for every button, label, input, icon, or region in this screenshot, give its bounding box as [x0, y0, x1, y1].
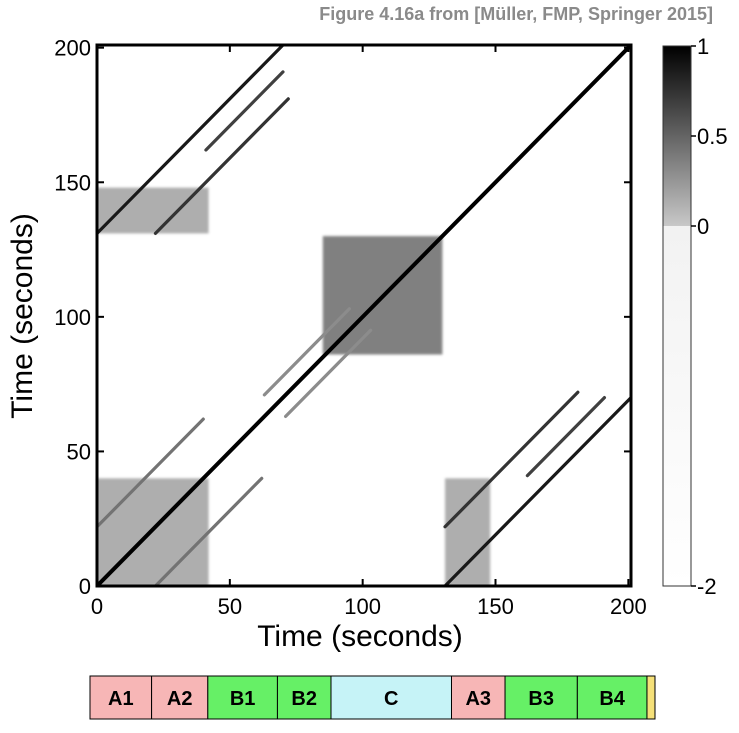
heatmap-stripe-2 [443, 395, 631, 586]
y-axis-label: Time (seconds) [6, 213, 39, 419]
segment-label: A3 [465, 688, 491, 710]
x-tick-label: 0 [91, 594, 103, 619]
y-tick-label: 150 [54, 170, 91, 195]
heatmap-stripe-7 [97, 417, 205, 529]
segment-b1 [207, 675, 278, 720]
heatmap-stripe-5 [204, 70, 285, 152]
heatmap-plot [95, 43, 633, 588]
heatmap-stripe-9 [262, 307, 351, 397]
x-axis-label: Time (seconds) [257, 620, 463, 653]
heatmap-block-3 [97, 187, 209, 234]
segment-label: A2 [167, 688, 193, 710]
segment-a3 [450, 675, 506, 720]
y-tick-label: 0 [79, 574, 91, 599]
segment-c [330, 675, 452, 720]
x-axis-ticks: 0 50 100 150 200 [91, 45, 647, 619]
y-tick-label: 100 [54, 305, 91, 330]
colorbar-tick-label: 0.5 [697, 124, 728, 149]
colorbar-tick-label: 1 [697, 34, 709, 59]
x-tick-label: 50 [218, 594, 242, 619]
heatmap-block-2 [445, 478, 491, 586]
segment-label: A1 [108, 688, 134, 710]
heatmap-stripe-6 [525, 395, 607, 478]
colorbar: 1 0.5 0 -2 [662, 34, 728, 599]
segment-label: B4 [599, 688, 625, 710]
heatmap-stripe-4 [443, 390, 580, 529]
y-tick-label: 200 [54, 36, 91, 61]
x-tick-label: 200 [610, 594, 647, 619]
colorbar-gradient [662, 45, 692, 587]
y-axis-ticks: 0 50 100 150 200 [54, 36, 631, 599]
heatmap-stripes [97, 45, 631, 586]
segment-label: B2 [291, 688, 317, 710]
x-tick-label: 100 [344, 594, 381, 619]
heatmap-stripe-0 [97, 45, 631, 586]
y-tick-label: 50 [67, 439, 91, 464]
segment-label: C [384, 688, 398, 710]
segment-label: B1 [230, 688, 256, 710]
plot-frame [95, 43, 633, 588]
segment-a2 [151, 675, 209, 720]
x-tick-label: 150 [477, 594, 514, 619]
heatmap-stripe-1 [97, 45, 285, 236]
colorbar-tick-label: -2 [697, 574, 717, 599]
segment-end [646, 675, 656, 720]
segment-b3 [504, 675, 578, 720]
segment-b4 [576, 675, 648, 720]
colorbar-ticks: 1 0.5 0 -2 [691, 34, 728, 599]
heatmap-stripe-10 [284, 328, 373, 419]
heatmap-stripe-3 [153, 97, 290, 236]
segment-label: B3 [528, 688, 554, 710]
colorbar-tick-label: 0 [697, 214, 709, 239]
segment-a1 [89, 675, 153, 720]
segment-bar: A1 A2 B1 B2 C A3 B3 B4 [89, 675, 656, 720]
figure-caption: Figure 4.16a from [Müller, FMP, Springer… [319, 4, 713, 24]
heatmap-stripe-8 [153, 476, 264, 586]
segment-b2 [276, 675, 332, 720]
